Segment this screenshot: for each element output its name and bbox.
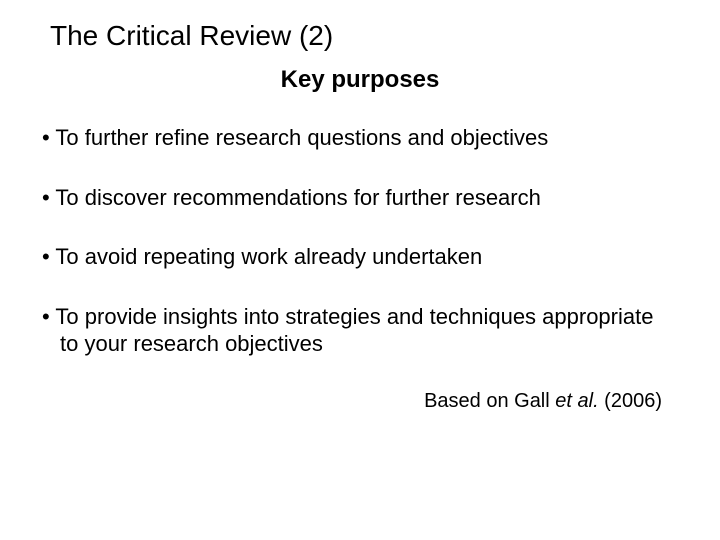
attribution-prefix: Based on Gall xyxy=(424,390,555,412)
slide-subtitle: Key purposes xyxy=(50,66,670,94)
list-item: To further refine research questions and… xyxy=(40,124,670,152)
attribution-italic: et al. xyxy=(555,390,598,412)
list-item: To provide insights into strategies and … xyxy=(40,303,670,358)
attribution-suffix: (2006) xyxy=(599,390,662,412)
attribution: Based on Gall et al. (2006) xyxy=(50,390,670,413)
list-item: To avoid repeating work already undertak… xyxy=(40,243,670,271)
slide-title: The Critical Review (2) xyxy=(50,20,670,52)
bullet-list: To further refine research questions and… xyxy=(40,124,670,358)
slide: The Critical Review (2) Key purposes To … xyxy=(0,0,720,540)
list-item: To discover recommendations for further … xyxy=(40,184,670,212)
